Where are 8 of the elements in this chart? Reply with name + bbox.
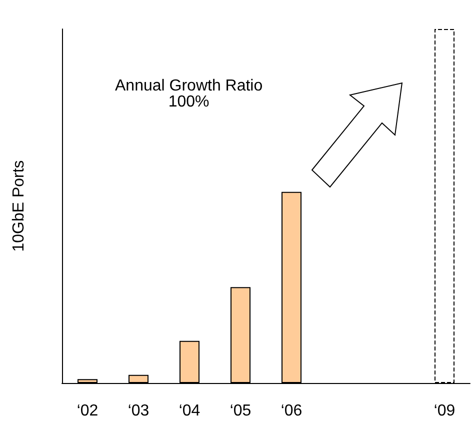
annotation: Annual Growth Ratio 100% — [114, 78, 263, 110]
x-tick-label: ‘09 — [434, 402, 456, 420]
y-axis-title: 10GbE Ports — [10, 160, 28, 252]
x-tick-label: ‘06 — [280, 402, 302, 420]
x-tick-label: ‘02 — [76, 402, 98, 420]
x-tick-label: ‘04 — [178, 402, 200, 420]
x-tick-label: ‘03 — [128, 402, 150, 420]
x-tick-label: ‘05 — [230, 402, 252, 420]
